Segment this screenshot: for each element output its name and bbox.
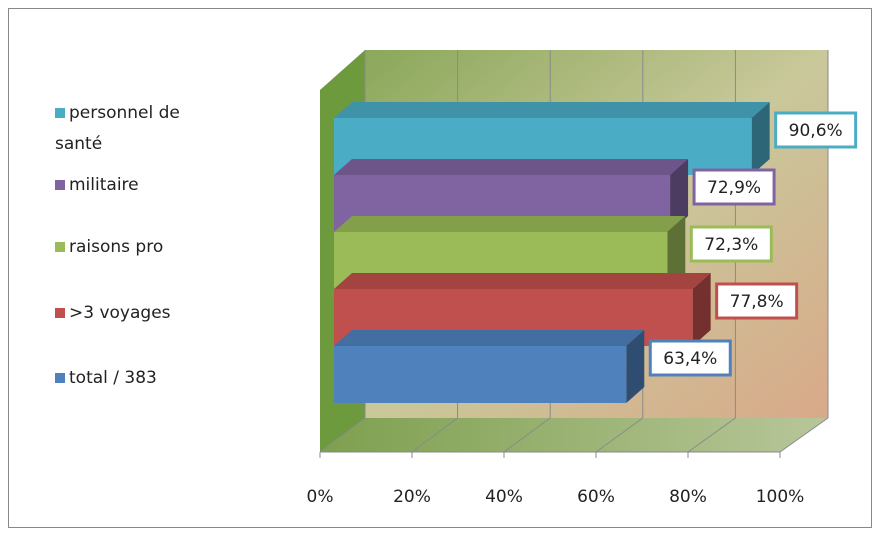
legend-entry: total / 383	[55, 363, 230, 394]
grid-line	[687, 417, 736, 453]
bar-top	[334, 216, 686, 232]
value-label: 77,8%	[730, 292, 784, 312]
legend-swatch	[55, 108, 65, 118]
grid-line	[319, 417, 366, 453]
grid-line	[595, 417, 644, 453]
floor	[320, 418, 828, 452]
value-label: 90,6%	[789, 121, 843, 141]
value-label-box	[692, 168, 776, 206]
legend-entry: militaire	[55, 170, 230, 201]
x-tick-label: 60%	[577, 487, 615, 507]
legend-label: >3 voyages	[69, 303, 171, 323]
value-label: 72,9%	[707, 178, 761, 198]
bar-side	[670, 159, 689, 232]
value-label: 72,3%	[704, 235, 758, 255]
legend-entry: personnel de santé	[55, 98, 230, 160]
bar-top	[334, 273, 711, 289]
legend-swatch	[55, 308, 65, 318]
x-tick-label: 20%	[393, 487, 431, 507]
x-tick-label: 40%	[485, 487, 523, 507]
grid-line	[411, 417, 458, 453]
bar-front	[334, 346, 627, 403]
value-label: 63,4%	[663, 349, 717, 369]
bar-side	[626, 330, 645, 403]
bar	[334, 330, 645, 403]
legend-swatch	[55, 373, 65, 383]
legend-swatch	[55, 242, 65, 252]
bar-top	[334, 102, 770, 118]
value-label-box	[715, 282, 799, 320]
value-label-box	[689, 225, 773, 263]
legend-swatch	[55, 180, 65, 190]
grid-line	[503, 417, 551, 453]
bar-side	[692, 273, 711, 346]
legend-label: militaire	[69, 175, 139, 195]
legend-entry: raisons pro	[55, 232, 230, 263]
bar-top	[334, 330, 645, 346]
grid-line	[779, 417, 829, 453]
bar-top	[334, 159, 689, 175]
legend-entry: >3 voyages	[55, 298, 230, 329]
legend-label: personnel de santé	[55, 103, 180, 154]
x-tick-label: 80%	[669, 487, 707, 507]
x-tick-label: 0%	[307, 487, 334, 507]
legend-label: total / 383	[69, 368, 157, 388]
x-tick-label: 100%	[756, 487, 805, 507]
bar-side	[667, 216, 686, 289]
bar-side	[751, 102, 770, 175]
value-label-box	[648, 339, 732, 377]
legend-label: raisons pro	[69, 237, 164, 257]
value-label-box	[774, 111, 858, 149]
